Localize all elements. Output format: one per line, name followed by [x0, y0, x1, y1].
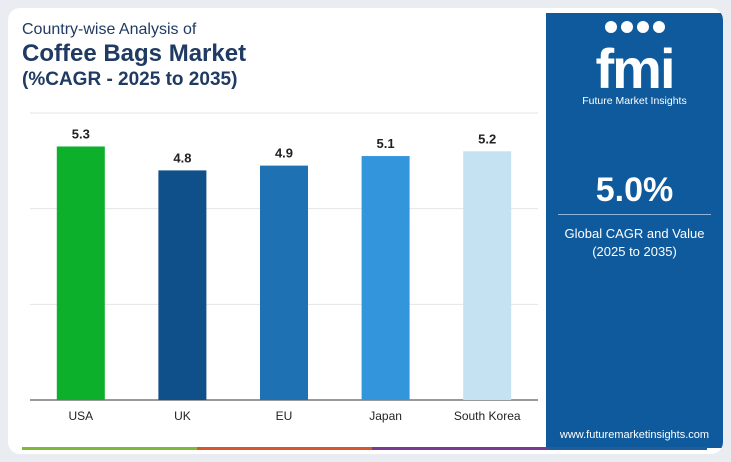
chart-x-tick-labels: USA UK EU Japan South Korea — [68, 409, 520, 423]
panel-divider — [558, 214, 711, 215]
bar-japan — [361, 156, 410, 400]
accent-segment — [372, 447, 547, 450]
global-cagr-value: 5.0% — [595, 171, 674, 209]
bar-chart: 5.3 4.8 4.9 5.1 5.2 USA UK EU Japan South Korea — [30, 112, 538, 423]
website-link[interactable]: www.futuremarketinsights.com — [559, 429, 710, 441]
bar-usa — [56, 146, 105, 400]
caption-line-2: (2025 to 2035) — [592, 244, 677, 259]
x-tick-label: Japan — [369, 409, 402, 423]
accent-segment — [22, 447, 197, 450]
data-label: 4.8 — [173, 150, 191, 165]
data-label: 5.2 — [478, 131, 496, 146]
accent-bar — [22, 447, 707, 450]
summary-panel: fmi Future Market Insights 5.0% Global C… — [546, 13, 723, 448]
bar-uk — [158, 170, 207, 400]
chart-data-labels: 5.3 4.8 4.9 5.1 5.2 — [72, 126, 496, 165]
chart-title-range: (%CAGR - 2025 to 2035) — [22, 69, 238, 90]
caption-line-1: Global CAGR and Value — [564, 226, 705, 241]
data-label: 5.3 — [72, 126, 90, 141]
chart-title: Coffee Bags Market — [22, 40, 247, 67]
brand-logo: fmi Future Market Insights — [546, 21, 723, 107]
x-tick-label: USA — [68, 409, 93, 423]
flask-icon — [636, 21, 649, 33]
data-label: 5.1 — [377, 136, 395, 151]
chart-icon — [620, 21, 633, 33]
gear-icon — [652, 21, 665, 33]
x-tick-label: UK — [174, 409, 191, 423]
x-tick-label: EU — [276, 409, 293, 423]
globe-icon — [604, 21, 617, 33]
logo-icons — [546, 21, 723, 35]
x-tick-label: South Korea — [454, 409, 521, 423]
global-cagr-caption: Global CAGR and Value (2025 to 2035) — [546, 225, 723, 261]
logo-text: fmi — [595, 37, 676, 100]
infographic-card: Country-wise Analysis of Coffee Bags Mar… — [8, 8, 723, 454]
data-label: 4.9 — [275, 146, 293, 161]
chart-bars — [56, 146, 512, 400]
accent-segment — [197, 447, 372, 450]
bar-eu — [260, 165, 308, 400]
accent-segment — [547, 447, 707, 450]
chart-subtitle: Country-wise Analysis of — [22, 21, 197, 38]
chart-header: Country-wise Analysis of Coffee Bags Mar… — [22, 20, 246, 92]
brand-name: Future Market Insights — [582, 95, 687, 107]
bar-south-korea — [463, 151, 512, 400]
